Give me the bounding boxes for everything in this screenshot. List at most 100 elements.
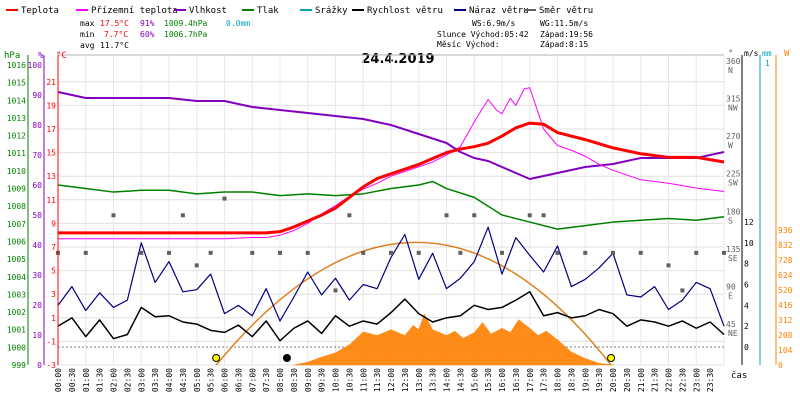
tick-time: 18:30 (567, 368, 576, 392)
tick-time: 15:00 (470, 368, 479, 392)
unit-deg: ° (728, 49, 733, 59)
tick-time: 01:00 (82, 368, 91, 392)
radiation-area (293, 313, 614, 366)
tick-c: 21 (46, 78, 56, 87)
tick-time: 17:00 (526, 368, 535, 392)
tick-w: 0 (778, 361, 783, 370)
stat-sunset: Západ:19:56 (540, 30, 593, 39)
stat-avg-label: avg (80, 41, 95, 50)
wind-direction-point (250, 250, 255, 255)
tick-time: 03:30 (151, 368, 160, 392)
wind-direction-point (333, 288, 338, 293)
tick-pct: 30 (32, 271, 42, 280)
tick-time: 19:00 (581, 368, 590, 392)
stat-min-label: min (80, 30, 95, 39)
tick-pct: 20 (32, 301, 42, 310)
tick-time: 17:30 (540, 368, 549, 392)
wind-direction-point (472, 213, 477, 218)
tick-ms: 6 (744, 281, 749, 290)
wind-direction-point (208, 250, 213, 255)
wind-direction-point (444, 213, 449, 218)
tick-hpa: 1003 (7, 290, 26, 299)
legend-label-rain: Srážky (315, 6, 348, 16)
tick-hpa: 1006 (7, 237, 26, 246)
stat-max-hum: 91% (140, 19, 155, 28)
tick-w: 624 (778, 271, 793, 280)
tick-time: 09:30 (318, 368, 327, 392)
axis-pressure: 1016 1015 1014 1013 1012 1011 1010 1009 1008 1007… (7, 55, 29, 370)
tick-time: 21:00 (637, 368, 646, 392)
tick-w: 312 (778, 316, 793, 325)
sun-marker (607, 354, 616, 362)
tick-time: 12:00 (387, 368, 396, 392)
tick-hpa: 1001 (7, 326, 26, 335)
tick-pct: 80 (32, 121, 42, 130)
tick-hpa: 1013 (7, 114, 26, 123)
series-group (56, 87, 726, 342)
tick-dir-name: NW (728, 104, 738, 113)
axis-radiation: 936 832 728 624 520 416 312 208 104 0 (775, 55, 793, 370)
tick-ms: 2 (744, 322, 749, 331)
tick-pct: 70 (32, 151, 42, 160)
tick-c: 7 (51, 243, 56, 252)
tick-dir-name: N (728, 66, 733, 75)
tick-hpa: 1000 (7, 343, 26, 352)
tick-time: 22:00 (665, 368, 674, 392)
tick-w: 832 (778, 241, 793, 250)
tick-dir-deg: 225 (726, 170, 741, 179)
tick-dir-deg: 135 (726, 245, 741, 254)
tick-hpa: 999 (12, 361, 27, 370)
series-přízemní-teplota (58, 87, 725, 240)
wind-direction-point (361, 250, 366, 255)
stat-max-temp: 17.5°C (100, 19, 129, 28)
tick-time: 05:00 (193, 368, 202, 392)
tick-time: 10:30 (345, 368, 354, 392)
tick-pct: 0 (37, 361, 42, 370)
wind-direction-point (555, 250, 560, 255)
stat-max-rain: 0.0mm (226, 19, 250, 28)
tick-ms: 4 (744, 301, 749, 310)
legend-label-gust: Náraz větru (469, 6, 529, 16)
tick-time: 02:30 (123, 368, 132, 392)
tick-ms: 8 (744, 260, 749, 269)
tick-c: 19 (46, 101, 56, 110)
tick-dir-deg: 270 (726, 132, 741, 141)
wind-direction-point (666, 263, 671, 268)
tick-dir-deg: 360 (726, 57, 741, 66)
tick-w: 416 (778, 301, 793, 310)
tick-time: 04:00 (165, 368, 174, 392)
series-rychlost-větru (57, 291, 725, 342)
wind-direction-point (458, 250, 463, 255)
legend-label-hum: Vlhkost (189, 6, 227, 16)
grid (57, 55, 725, 366)
stat-avg-temp: 11.7°C (100, 41, 129, 50)
tick-c: -1 (46, 337, 56, 346)
tick-hpa: 1008 (7, 202, 26, 211)
wind-direction-point (638, 250, 643, 255)
tick-w: 936 (778, 226, 793, 235)
tick-dir-deg: 45 (726, 320, 736, 329)
tick-dir-name: SE (728, 254, 738, 263)
tick-pct: 90 (32, 91, 42, 100)
radiation-series (212, 241, 616, 366)
tick-time: 16:00 (498, 368, 507, 392)
tick-time: 10:00 (332, 368, 341, 392)
wind-direction-point (389, 250, 393, 255)
series-vlhkost (57, 91, 725, 180)
wind-direction-point (111, 213, 116, 218)
wind-direction-point (305, 250, 310, 255)
tick-dir-name: W (728, 141, 733, 150)
tick-time: 07:30 (262, 368, 271, 392)
legend-label-wind: Rychlost větru (367, 6, 443, 16)
tick-dir-name: NE (728, 329, 738, 338)
stat-min-temp: 7.7°C (104, 30, 128, 39)
tick-time: 09:00 (304, 368, 313, 392)
tick-dir-deg: 315 (726, 95, 741, 104)
tick-time: 13:00 (415, 368, 424, 392)
moon-marker (282, 354, 291, 362)
tick-time: 19:30 (595, 368, 604, 392)
wind-direction-point (541, 213, 546, 218)
legend-label-temp: Teplota (21, 6, 59, 16)
